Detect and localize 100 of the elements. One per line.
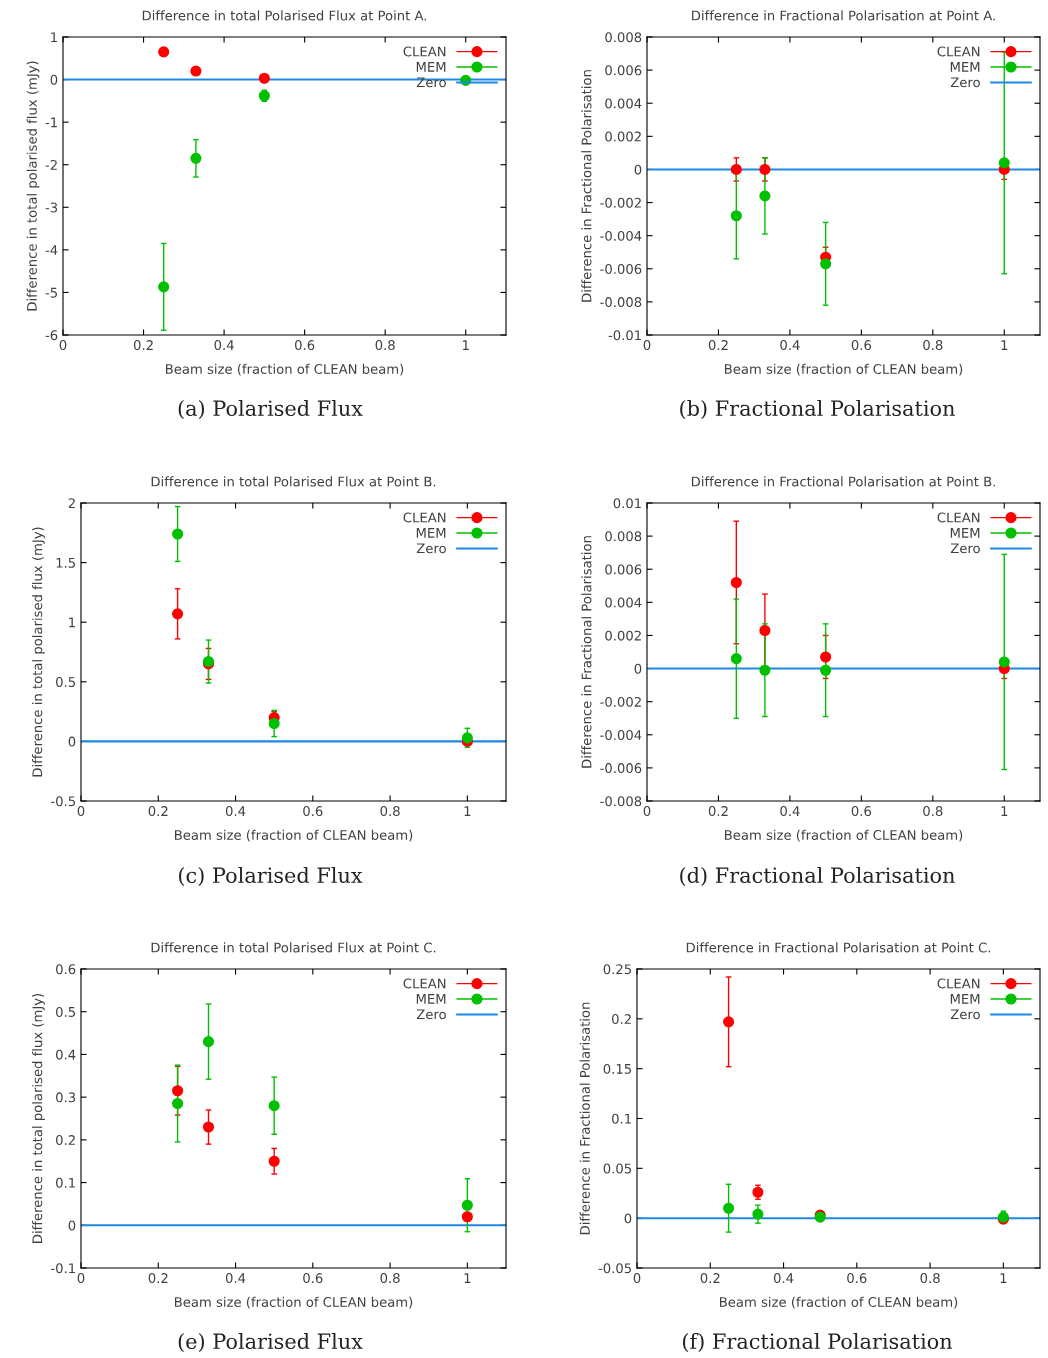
y-tick-label: 0.6 [56, 964, 76, 975]
y-tick-label: -0.004 [600, 230, 642, 241]
y-tick-label: -0.008 [600, 796, 642, 807]
point [172, 528, 184, 540]
legend-label: CLEAN [403, 978, 446, 989]
x-axis-title: Beam size (fraction of CLEAN beam) [725, 829, 963, 842]
chart-title: Difference in total Polarised Flux at Point B. [151, 476, 436, 487]
legend-label: MEM [950, 62, 980, 72]
y-axis-title: Difference in Fractional Polarisation [581, 536, 592, 768]
point [268, 717, 280, 730]
x-tick-label: 0.6 [847, 1273, 867, 1284]
x-tick-label: 0.2 [700, 1273, 720, 1284]
x-tick-label: 0 [643, 340, 651, 351]
x-tick-label: 0 [77, 1273, 85, 1284]
point [268, 1155, 280, 1167]
y-tick-label: 0.008 [605, 531, 642, 542]
point [730, 653, 742, 665]
x-tick-label: 0.4 [773, 1273, 794, 1284]
point [461, 1199, 473, 1211]
y-tick-label: 0.002 [605, 630, 641, 641]
x-tick-label: 0.6 [303, 806, 323, 817]
y-tick-label: -4 [45, 245, 58, 255]
y-tick-label: 0 [68, 1220, 76, 1231]
x-tick-label: 0.8 [923, 340, 943, 351]
legend-label: CLEAN [403, 46, 446, 57]
point [730, 576, 742, 589]
chart-title: Difference in Fractional Polarisation at Point B. [691, 476, 995, 487]
point [268, 1100, 280, 1112]
y-tick-label: -0.006 [600, 763, 642, 774]
point [202, 1036, 215, 1048]
text: (b) Fractional Polarisation [680, 399, 955, 419]
y-tick-label: 0.2 [612, 1014, 631, 1025]
legend-label: CLEAN [937, 512, 980, 523]
y-tick-label: -1 [45, 117, 57, 128]
y-tick-label: 0.004 [605, 597, 642, 608]
y-tick-label: -5 [45, 287, 57, 298]
legend-label: Zero [950, 1009, 980, 1020]
chart-title: Difference in Fractional Polarisation at Point A. [692, 10, 995, 21]
x-tick-label: 0.4 [225, 1273, 246, 1284]
chart-title: Difference in Fractional Polarisation at Point C. [686, 942, 991, 953]
x-tick-label: 0 [643, 806, 651, 817]
text: (c) Polarised Flux [179, 866, 363, 886]
y-tick-label: -6 [45, 330, 58, 341]
x-axis-title: Beam size (fraction of CLEAN beam) [175, 1296, 413, 1309]
legend-label: CLEAN [937, 46, 980, 57]
y-tick-label: 0.4 [56, 1049, 76, 1060]
y-tick-label: 1 [69, 617, 75, 628]
text: (e) Polarised Flux [178, 1332, 363, 1352]
y-tick-label: -0.008 [600, 297, 642, 308]
y-tick-label: 0 [634, 164, 642, 175]
x-tick-label: 0.2 [708, 806, 728, 817]
point [730, 163, 742, 176]
point [190, 65, 202, 77]
point [759, 664, 771, 676]
y-tick-label: -2 [45, 159, 57, 170]
point [723, 1016, 735, 1028]
y-axis-title: Difference in total polarised flux (mJy) [32, 527, 45, 777]
y-tick-label: -3 [45, 202, 58, 213]
x-tick-label: 0.4 [214, 340, 234, 351]
text: (a) Polarised Flux [178, 399, 363, 419]
x-tick-label: 1 [464, 806, 471, 816]
y-tick-label: 0.1 [612, 1113, 631, 1124]
y-tick-label: 0.3 [56, 1092, 76, 1103]
y-tick-label: -0.5 [51, 796, 75, 807]
point [258, 72, 270, 84]
text: (f) Fractional Polarisation [682, 1332, 953, 1352]
y-tick-label: -0.01 [608, 330, 641, 341]
point [202, 1121, 215, 1133]
x-tick-label: 1 [1000, 1273, 1007, 1283]
y-tick-label: 0 [634, 663, 642, 674]
point [158, 46, 170, 58]
point [190, 152, 202, 164]
x-tick-label: 0.6 [303, 1273, 323, 1284]
x-tick-label: 0.4 [780, 806, 800, 817]
y-tick-label: 1 [51, 32, 57, 43]
y-tick-label: -0.002 [600, 696, 641, 707]
y-axis-title: Difference in total polarised flux (mJy) [32, 993, 45, 1243]
y-axis-title: Difference in total polarised flux (mJy) [26, 61, 40, 311]
x-tick-label: 1 [1001, 340, 1008, 350]
x-tick-label: 0.4 [780, 340, 800, 351]
y-axis-title: Difference in Fractional Polarisation [581, 70, 592, 302]
x-tick-label: 0.6 [295, 340, 315, 351]
point [820, 651, 832, 663]
y-tick-label: 0.2 [56, 1135, 75, 1146]
x-tick-label: 0.8 [923, 806, 943, 817]
x-tick-label: 0.6 [851, 340, 872, 351]
x-tick-label: 0.4 [225, 806, 246, 817]
legend-label: MEM [416, 528, 446, 538]
x-tick-label: 0.2 [148, 806, 168, 817]
point [723, 1202, 735, 1214]
y-tick-label: 0.1 [56, 1177, 75, 1188]
point [752, 1208, 764, 1220]
x-tick-label: 1 [464, 1273, 471, 1283]
y-tick-label: -0.006 [600, 264, 642, 274]
point [730, 210, 742, 222]
y-tick-label: -0.004 [600, 730, 642, 740]
y-tick-label: 0.15 [603, 1063, 631, 1074]
y-tick-label: 2 [68, 498, 75, 509]
point [759, 163, 771, 176]
x-tick-label: 0.2 [708, 340, 728, 351]
